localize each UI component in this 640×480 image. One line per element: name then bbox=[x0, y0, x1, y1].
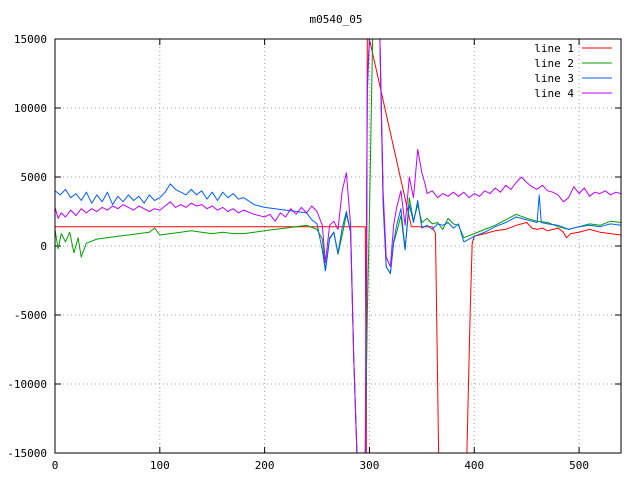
legend: line 1 line 2 line 3 line 4 bbox=[534, 42, 612, 100]
chart-title: m0540_05 bbox=[310, 13, 363, 26]
x-tick-label: 500 bbox=[569, 459, 589, 472]
legend-label: line 3 bbox=[534, 72, 574, 85]
y-tick-label: -10000 bbox=[7, 378, 47, 391]
x-tick-label: 200 bbox=[255, 459, 275, 472]
plot-frame bbox=[54, 38, 622, 454]
x-tick-label: 300 bbox=[360, 459, 380, 472]
legend-label: line 2 bbox=[534, 57, 574, 70]
x-tick-label: 100 bbox=[150, 459, 170, 472]
series-line-1 bbox=[55, 39, 621, 453]
y-tick-label: -5000 bbox=[14, 309, 47, 322]
legend-label: line 4 bbox=[534, 87, 574, 100]
series-lines bbox=[55, 39, 621, 453]
y-tick-label: -15000 bbox=[7, 447, 47, 460]
x-axis: 0 100 200 300 400 500 bbox=[52, 39, 589, 472]
x-tick-label: 400 bbox=[464, 459, 484, 472]
grid-lines bbox=[55, 39, 621, 453]
y-tick-label: 10000 bbox=[14, 102, 47, 115]
x-tick-label: 0 bbox=[52, 459, 59, 472]
y-tick-label: 5000 bbox=[21, 171, 48, 184]
series-line-4 bbox=[55, 39, 621, 453]
legend-label: line 1 bbox=[534, 42, 574, 55]
y-axis: -15000 -10000 -5000 0 5000 10000 15000 bbox=[7, 33, 621, 460]
y-tick-label: 0 bbox=[40, 240, 47, 253]
y-tick-label: 15000 bbox=[14, 33, 47, 46]
series-line-3 bbox=[55, 39, 621, 453]
